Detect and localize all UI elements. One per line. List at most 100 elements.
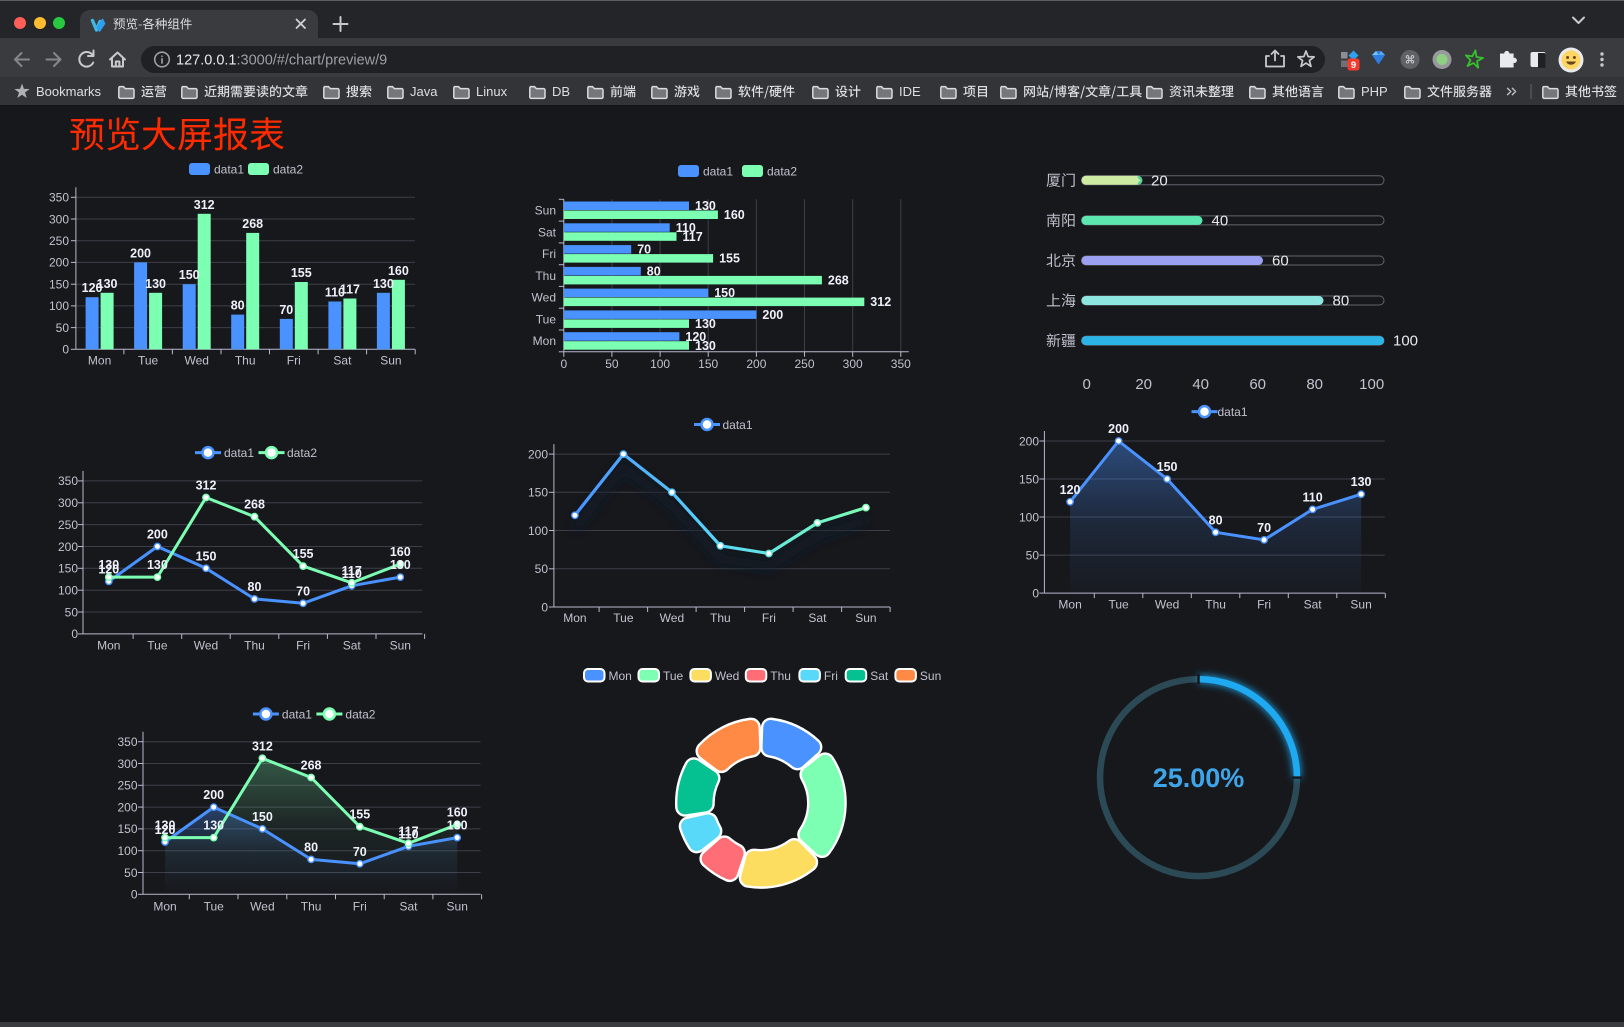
svg-text:350: 350 [58,474,78,488]
svg-text:0: 0 [541,600,548,614]
svg-text:9: 9 [1351,60,1356,71]
svg-text:350: 350 [117,735,137,749]
svg-text:Sat: Sat [1304,598,1323,612]
svg-text:100: 100 [117,844,137,858]
svg-text:Wed: Wed [715,669,739,683]
svg-text:250: 250 [58,518,78,532]
svg-text:0: 0 [131,888,138,902]
svg-text:127.0.0.1:3000/#/chart/preview: 127.0.0.1:3000/#/chart/preview/9 [176,53,387,69]
svg-text:100: 100 [650,357,670,371]
svg-text:Wed: Wed [184,354,208,368]
svg-text:20: 20 [1135,376,1152,393]
svg-text:60: 60 [1249,376,1266,393]
svg-text:50: 50 [124,866,138,880]
svg-text:PHP: PHP [1361,84,1388,99]
svg-text:Tue: Tue [147,638,168,652]
svg-text:Tue: Tue [138,354,159,368]
svg-text:data2: data2 [273,162,303,176]
svg-text:Tue: Tue [536,312,557,326]
svg-text:110: 110 [676,221,696,235]
svg-text:data2: data2 [767,164,797,178]
svg-text:Sun: Sun [390,638,411,652]
svg-text:Sat: Sat [399,899,418,913]
svg-text:data1: data1 [282,707,312,721]
svg-text:120: 120 [98,562,119,576]
svg-text:Tue: Tue [663,669,684,683]
svg-text:100: 100 [1359,376,1384,393]
svg-text:Sat: Sat [343,638,362,652]
svg-text:Mon: Mon [1058,598,1081,612]
svg-text:268: 268 [301,759,322,773]
svg-text:50: 50 [56,321,70,335]
svg-text:300: 300 [843,357,863,371]
svg-text:150: 150 [698,357,718,371]
svg-text:200: 200 [58,540,78,554]
svg-text:200: 200 [147,528,168,542]
svg-text:268: 268 [828,273,849,287]
svg-text:130: 130 [695,317,716,331]
svg-text:70: 70 [1257,521,1271,535]
svg-text:130: 130 [390,558,411,572]
svg-text:Thu: Thu [1205,598,1226,612]
svg-text:Wed: Wed [532,291,556,305]
svg-text:117: 117 [340,283,360,297]
svg-text:250: 250 [49,234,69,248]
svg-text:70: 70 [296,584,310,598]
svg-text:268: 268 [242,217,263,231]
svg-text:Sun: Sun [535,204,556,218]
svg-text:155: 155 [349,808,370,822]
svg-text:Sun: Sun [447,899,468,913]
svg-text:300: 300 [49,212,69,226]
svg-text:Mon: Mon [153,899,176,913]
svg-text:200: 200 [746,357,766,371]
svg-text:25.00%: 25.00% [1153,763,1245,793]
svg-text:150: 150 [714,286,735,300]
svg-text:Mon: Mon [609,669,632,683]
svg-text:130: 130 [98,558,119,572]
svg-text:200: 200 [203,788,224,802]
svg-text:120: 120 [82,281,103,295]
svg-text:Sat: Sat [538,225,557,239]
svg-text:0: 0 [62,343,69,357]
svg-text:data1: data1 [224,446,254,460]
svg-text:130: 130 [97,277,118,291]
svg-text:60: 60 [1272,253,1289,270]
svg-text:IDE: IDE [899,84,921,99]
svg-text:data1: data1 [723,418,753,432]
svg-text:150: 150 [252,810,273,824]
svg-text:130: 130 [447,819,468,833]
svg-text:200: 200 [528,447,548,461]
svg-text:0: 0 [1083,376,1091,393]
svg-text:300: 300 [117,757,137,771]
svg-text:⌘: ⌘ [1405,55,1416,67]
svg-text:Fri: Fri [353,899,367,913]
svg-text:20: 20 [1151,172,1168,189]
svg-text:312: 312 [194,198,215,212]
svg-text:0: 0 [560,357,567,371]
svg-text:130: 130 [155,819,176,833]
svg-text:40: 40 [1212,212,1229,229]
svg-text:130: 130 [1351,475,1372,489]
svg-text:200: 200 [1108,422,1129,436]
svg-text:50: 50 [605,357,619,371]
svg-text:Sat: Sat [808,611,827,625]
svg-text:150: 150 [1019,472,1039,486]
svg-text:150: 150 [58,562,78,576]
svg-text:Wed: Wed [194,638,218,652]
svg-text:Thu: Thu [770,669,791,683]
svg-text:0: 0 [1032,586,1039,600]
svg-text:100: 100 [1019,510,1039,524]
svg-text:268: 268 [244,498,265,512]
svg-text:100: 100 [528,524,548,538]
svg-text:200: 200 [130,246,151,260]
svg-text:117: 117 [683,230,703,244]
svg-text:200: 200 [1019,434,1039,448]
svg-text:70: 70 [637,243,651,257]
svg-text:Thu: Thu [710,611,731,625]
svg-text:Fri: Fri [296,638,310,652]
svg-text:150: 150 [179,268,200,282]
svg-text:data2: data2 [345,707,375,721]
svg-text:50: 50 [1026,548,1040,562]
svg-text:130: 130 [695,199,716,213]
svg-text:80: 80 [304,840,318,854]
